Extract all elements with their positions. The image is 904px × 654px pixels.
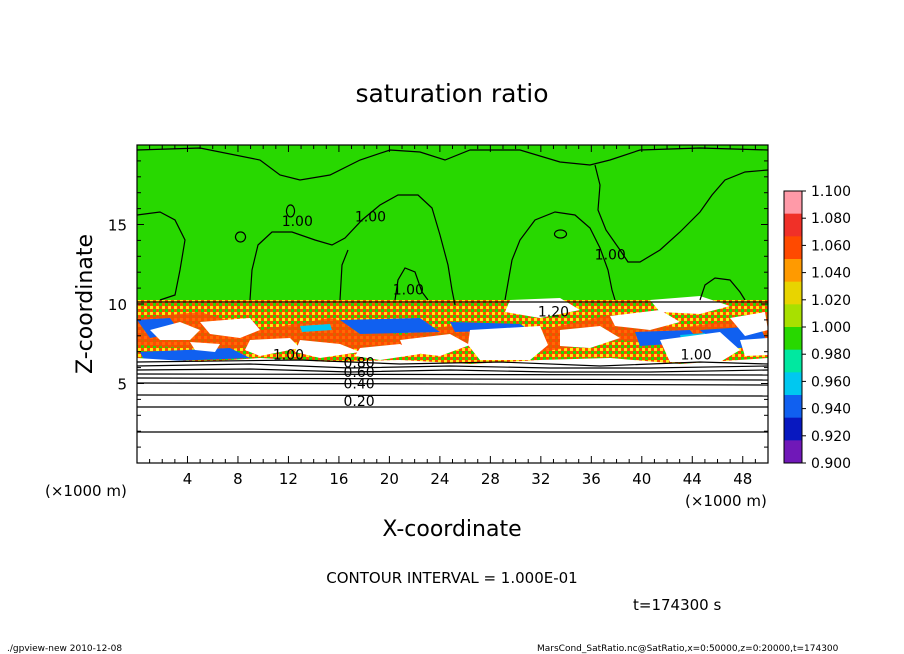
colorbar-label: 0.920	[811, 429, 851, 445]
colorbar-label: 0.960	[811, 374, 851, 390]
colorbar-label: 0.980	[811, 347, 851, 363]
x-tick-label: 16	[329, 470, 348, 488]
x-axis-unit-left: (×1000 m)	[45, 482, 127, 500]
contour-labels: 1.00 1.00 1.00 1.00 1.20 1.00 1.00 0.800.600.40…	[273, 209, 712, 409]
colorbar-swatch	[784, 440, 802, 464]
colorbar-swatch	[784, 349, 802, 373]
contour-label: 1.00	[355, 209, 386, 225]
colorbar-label: 0.900	[811, 456, 851, 472]
field-orange-band	[137, 312, 768, 352]
x-tick-label: 24	[430, 470, 449, 488]
colorbar-swatch	[784, 259, 802, 283]
x-axis-unit-right: (×1000 m)	[685, 492, 767, 510]
contour-interval-text: CONTOUR INTERVAL = 1.000E-01	[326, 569, 577, 587]
y-axis-label: Z-coordinate	[73, 234, 98, 374]
colorbar-swatch	[784, 372, 802, 396]
x-tick-label: 28	[481, 470, 500, 488]
x-tick-label: 44	[683, 470, 702, 488]
colorbar-label: 1.100	[811, 184, 851, 200]
colorbar-label: 1.000	[811, 320, 851, 336]
x-tick-label: 40	[632, 470, 651, 488]
contour-label: 1.00	[680, 348, 711, 364]
x-tick-label: 12	[279, 470, 298, 488]
contour-label: 1.20	[538, 305, 569, 321]
colorbar-swatch	[784, 236, 802, 260]
contour-label: 0.40	[344, 376, 375, 392]
contour-label: 1.00	[393, 282, 424, 298]
footer-left: ./gpview-new 2010-12-08	[7, 644, 122, 654]
lower-contours	[137, 359, 768, 433]
contour-label: 1.00	[595, 247, 626, 263]
y-tick-label: 5	[117, 376, 127, 394]
x-axis-label: X-coordinate	[382, 517, 521, 542]
colorbar-swatch	[784, 213, 802, 237]
chart-title: saturation ratio	[355, 79, 548, 108]
y-ticks: 5 10 15	[108, 160, 768, 448]
colorbar-label: 1.080	[811, 211, 851, 227]
x-tick-label: 4	[183, 470, 193, 488]
colorbar-swatch	[784, 191, 802, 215]
x-tick-label: 32	[531, 470, 550, 488]
colorbar-label: 1.060	[811, 238, 851, 254]
y-tick-label: 10	[108, 296, 127, 314]
field-blue-patches	[137, 318, 768, 362]
colorbar-swatch	[784, 395, 802, 419]
contour-label: 0.80	[344, 356, 375, 372]
x-tick-label: 20	[380, 470, 399, 488]
colorbar-swatch	[784, 327, 802, 351]
footer-right: MarsCond_SatRatio.nc@SatRatio,x=0:50000,…	[537, 644, 839, 654]
colorbar-swatch	[784, 417, 802, 441]
upper-contours	[137, 147, 768, 306]
x-ticks: 4 8 12 16 20 24 28 32 36 40 44 48	[149, 145, 756, 488]
colorbar-label: 0.940	[811, 402, 851, 418]
colorbar-label: 1.040	[811, 266, 851, 282]
x-tick-label: 36	[582, 470, 601, 488]
contour-label: 1.00	[273, 348, 304, 364]
field-upper-green	[137, 145, 768, 305]
contour-label: 0.20	[344, 394, 375, 410]
contour-label: 0.60	[344, 365, 375, 381]
colorbar-swatch	[784, 304, 802, 328]
time-text: t=174300 s	[633, 596, 721, 614]
x-tick-label: 48	[733, 470, 752, 488]
colorbar-swatch	[784, 281, 802, 305]
contour-label: 1.00	[282, 214, 313, 230]
y-tick-label: 15	[108, 217, 127, 235]
plot-area: 1.00 1.00 1.00 1.00 1.20 1.00 1.00 0.800.600.40…	[108, 144, 769, 488]
colorbar: 1.100 1.080 1.060 1.040 1.020 1.000 0.980 0.960…	[783, 184, 851, 472]
x-tick-label: 8	[233, 470, 243, 488]
field-white-patches	[150, 296, 768, 362]
colorbar-label: 1.020	[811, 293, 851, 309]
